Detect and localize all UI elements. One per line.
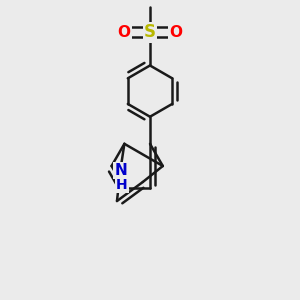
Text: N: N <box>114 163 127 178</box>
Text: O: O <box>118 25 130 40</box>
Text: S: S <box>144 23 156 41</box>
Text: H: H <box>116 178 128 192</box>
Text: O: O <box>169 25 182 40</box>
